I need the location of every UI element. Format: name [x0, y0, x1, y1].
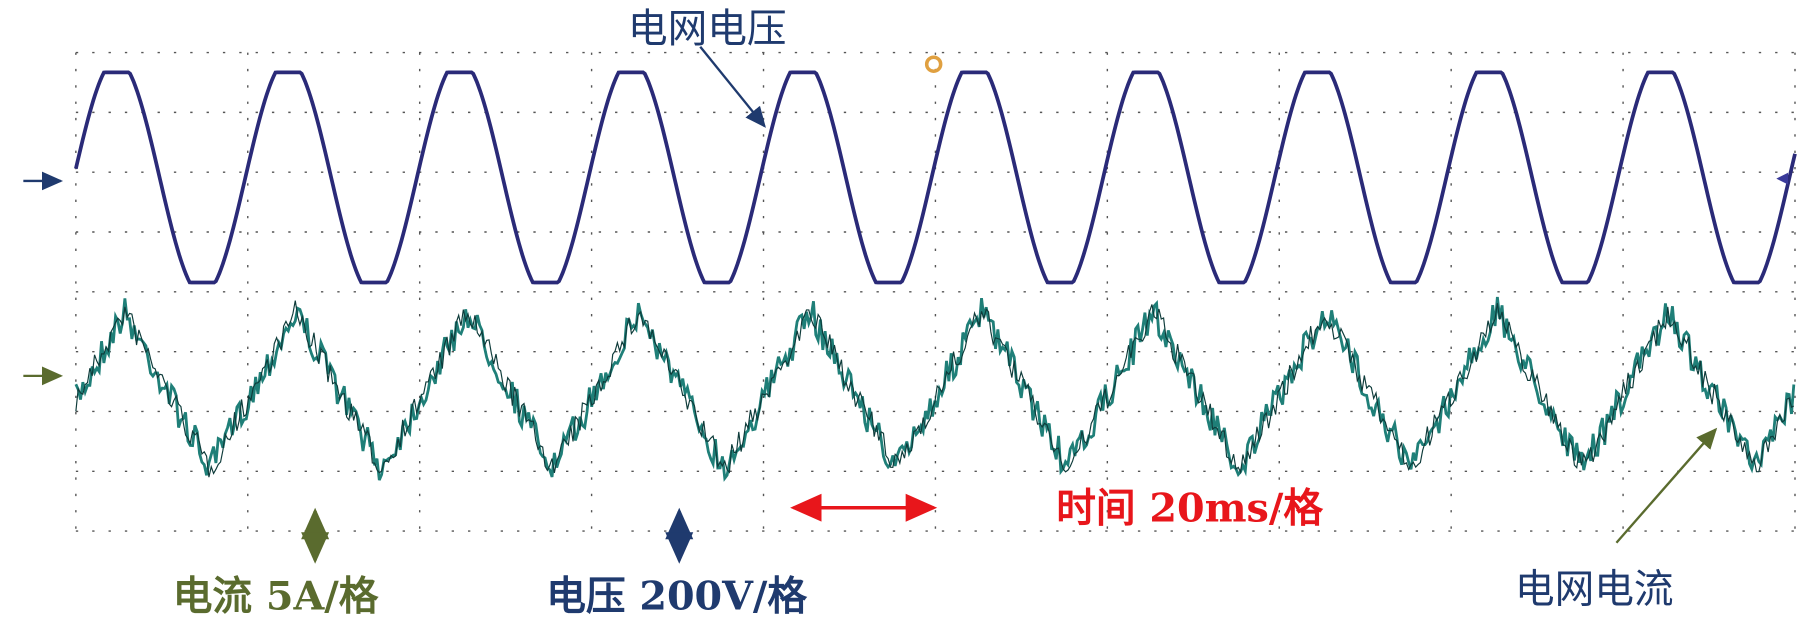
voltage-scale-label: 电压 200V/格 — [546, 573, 807, 619]
voltage-waveform — [74, 70, 1797, 285]
current-callout — [1615, 427, 1718, 544]
voltage-callout — [699, 46, 766, 128]
current-waveform — [74, 296, 1796, 482]
trigger-marker — [1776, 172, 1788, 185]
current-scale-label: 电流 5A/格 — [173, 573, 379, 619]
current-waveform-dark — [75, 300, 1795, 478]
trigger-position — [924, 55, 943, 73]
voltage-trace-label: 电网电压 — [628, 6, 787, 52]
current-trace-label: 电网电流 — [1515, 566, 1674, 612]
time-scale-label: 时间 20ms/格 — [1056, 486, 1323, 532]
scope-grid — [75, 51, 1796, 532]
